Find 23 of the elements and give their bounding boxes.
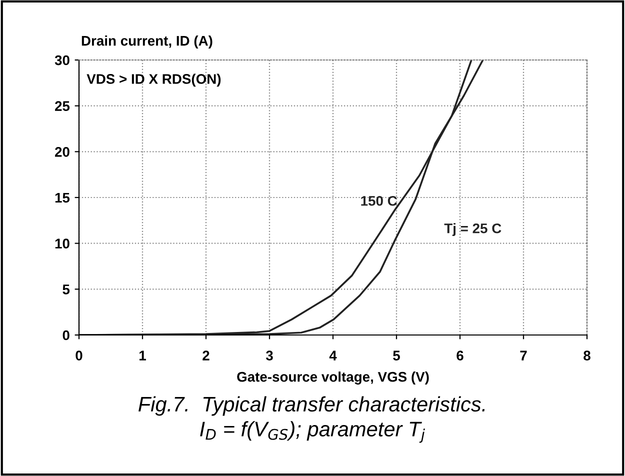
x-tick-label: 2 (202, 350, 210, 360)
x-tick-label: 1 (140, 350, 146, 360)
x-tick-label: 3 (266, 350, 273, 360)
x-tick-label: 0 (76, 350, 82, 360)
y-tick-label: 20 (55, 147, 70, 157)
y-tick-label: 25 (55, 101, 70, 112)
annotation: VDS > ID X RDS(ON) (86, 74, 221, 87)
x-tick-label: 6 (456, 350, 464, 360)
y-tick-label: 10 (55, 238, 70, 249)
x-tick-label: 5 (393, 350, 400, 360)
y-tick-label: 5 (62, 284, 70, 294)
y-tick-label: 0 (62, 330, 70, 340)
text: Tj = 25 C (444, 223, 502, 236)
series-label: 150 C (361, 196, 397, 206)
y-tick-label: 15 (55, 192, 70, 203)
x-tick-label: 4 (329, 350, 337, 360)
caption: Fig.7. Typical transfer characteristics. (138, 396, 485, 416)
text: I$_{D}$ = f(V$_{GS}$); parameter T$_{j}$ (200, 421, 425, 443)
y-axis-title: Drain current, ID (A) (82, 36, 212, 48)
y-tick-label: 30 (54, 55, 70, 66)
x-tick-label: 7 (520, 350, 527, 360)
x-axis-title: Gate-source voltage, VGS (V) (237, 372, 429, 385)
x-tick-label: 8 (584, 350, 590, 360)
